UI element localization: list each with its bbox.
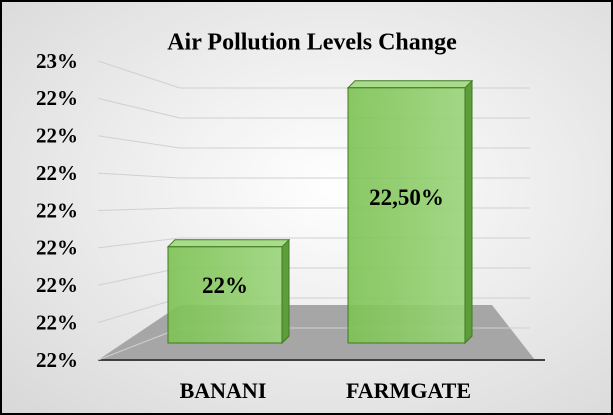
y-tick-label: 22% bbox=[36, 273, 78, 297]
x-tick-label: BANANI bbox=[180, 378, 267, 403]
grid-line bbox=[97, 97, 181, 119]
bar: 22% bbox=[166, 238, 291, 345]
bar-side bbox=[281, 238, 290, 345]
grid-line bbox=[97, 207, 181, 211]
bar-top bbox=[166, 239, 291, 248]
y-tick-label: 22% bbox=[36, 161, 78, 185]
grid-line bbox=[97, 135, 181, 149]
y-tick-label: 22% bbox=[36, 236, 78, 260]
bar: 22,50% bbox=[346, 79, 474, 345]
grid-line bbox=[97, 237, 181, 249]
y-tick-label: 22% bbox=[36, 198, 78, 222]
y-tick-label: 22% bbox=[36, 86, 78, 110]
grid-line bbox=[97, 60, 181, 89]
bar-top bbox=[346, 80, 474, 89]
grid-line bbox=[97, 297, 181, 324]
y-tick-label: 23% bbox=[36, 49, 78, 73]
y-tick-label: 22% bbox=[36, 348, 78, 372]
y-tick-label: 22% bbox=[36, 124, 78, 148]
grid-line bbox=[97, 267, 181, 286]
data-label: 22,50% bbox=[369, 185, 444, 210]
chart-title: Air Pollution Levels Change bbox=[167, 30, 457, 56]
grid-line bbox=[97, 172, 181, 179]
x-tick-label: FARMGATE bbox=[346, 378, 471, 403]
y-tick-label: 22% bbox=[36, 310, 78, 334]
data-label: 22% bbox=[202, 273, 248, 298]
bar-side bbox=[464, 79, 473, 345]
bar-front bbox=[347, 87, 466, 344]
grid-line bbox=[97, 327, 181, 361]
bar-front bbox=[167, 246, 283, 344]
